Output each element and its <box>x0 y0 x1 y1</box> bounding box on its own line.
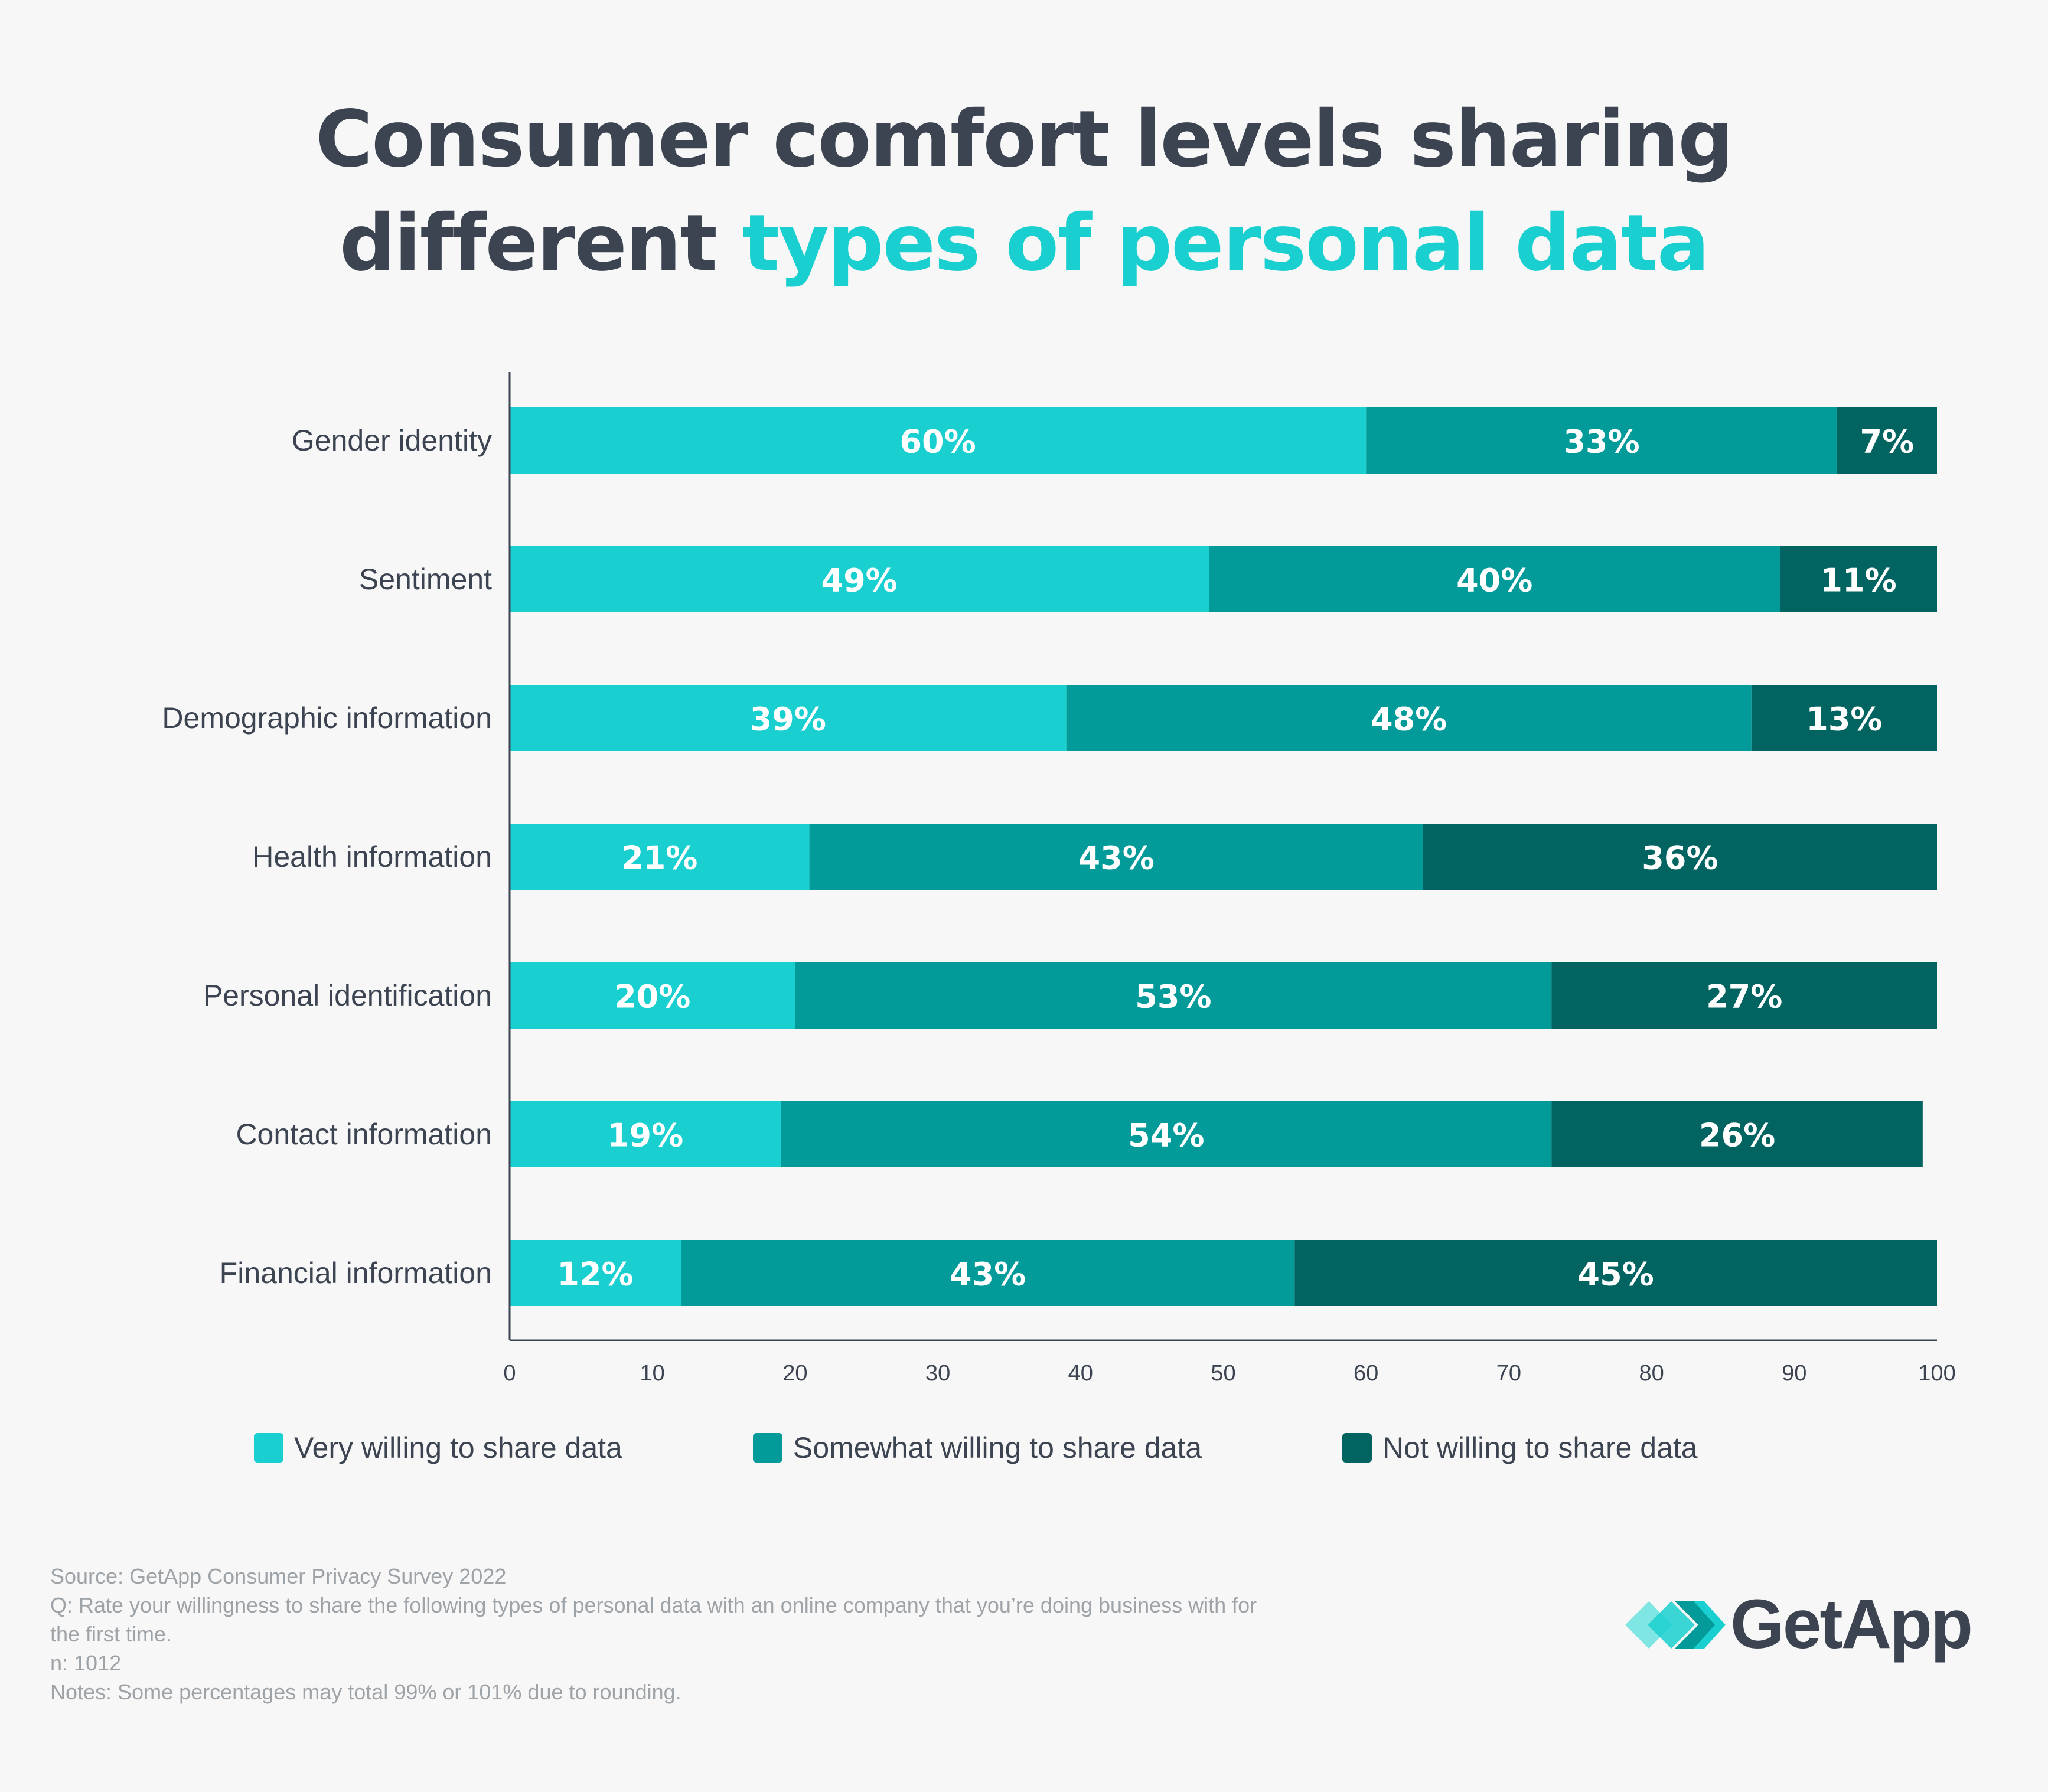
x-tick-label: 40 <box>1068 1361 1093 1386</box>
footnote-question-line-2: the first time. <box>50 1622 172 1646</box>
category-label: Sentiment <box>359 563 492 596</box>
data-label-not: 26% <box>1699 1117 1775 1154</box>
data-label-very: 39% <box>750 701 826 738</box>
legend-label-not: Not willing to share data <box>1382 1431 1698 1464</box>
data-label-somewhat: 54% <box>1128 1117 1204 1154</box>
x-tick-label: 60 <box>1354 1361 1378 1386</box>
data-label-very: 21% <box>621 840 697 877</box>
x-tick-label: 10 <box>640 1361 665 1386</box>
footnote-sample-size: n: 1012 <box>50 1651 122 1675</box>
data-label-not: 36% <box>1642 840 1718 877</box>
data-label-not: 27% <box>1706 978 1782 1016</box>
legend-item-not: Not willing to share data <box>1342 1429 1698 1467</box>
data-label-very: 60% <box>899 423 976 461</box>
chart-title: Consumer comfort levels sharing differen… <box>0 87 2048 295</box>
title-line-2-plain: different <box>340 198 742 289</box>
x-tick-label: 50 <box>1211 1361 1235 1386</box>
data-label-somewhat: 53% <box>1135 978 1211 1016</box>
legend-item-somewhat: Somewhat willing to share data <box>753 1429 1202 1467</box>
bar-segment-very <box>510 1240 681 1306</box>
x-tick-label: 100 <box>1918 1361 1955 1386</box>
category-label: Demographic information <box>162 701 492 735</box>
legend-swatch-somewhat <box>753 1433 782 1463</box>
bar-segment-very <box>510 1101 781 1167</box>
footnote-notes: Notes: Some percentages may total 99% or… <box>50 1680 681 1704</box>
data-label-not: 13% <box>1806 701 1882 738</box>
x-tick-label: 80 <box>1639 1361 1664 1386</box>
legend-label-somewhat: Somewhat willing to share data <box>793 1431 1202 1464</box>
bar-segment-not <box>1294 1240 1937 1306</box>
category-label: Contact information <box>236 1118 492 1151</box>
title-line-2-accent: types of personal data <box>742 198 1710 289</box>
category-label: Health information <box>252 840 492 873</box>
legend-label-very: Very willing to share data <box>294 1431 622 1464</box>
x-tick-label: 90 <box>1782 1361 1806 1386</box>
data-label-very: 49% <box>821 562 898 599</box>
legend-item-very: Very willing to share data <box>254 1429 622 1467</box>
x-tick-label: 0 <box>503 1361 516 1386</box>
bar-segment-not <box>1551 962 1937 1029</box>
data-label-very: 20% <box>614 978 690 1016</box>
data-label-very: 12% <box>557 1256 633 1293</box>
legend-swatch-not <box>1342 1433 1372 1463</box>
bar-segment-not <box>1551 1101 1923 1167</box>
x-tick-label: 30 <box>925 1361 950 1386</box>
x-tick-label: 70 <box>1496 1361 1521 1386</box>
bar-segment-very <box>510 962 795 1029</box>
legend-swatch-very <box>254 1433 283 1463</box>
data-label-somewhat: 48% <box>1371 701 1447 738</box>
category-label: Gender identity <box>292 424 492 457</box>
category-label: Financial information <box>220 1256 492 1290</box>
data-label-somewhat: 33% <box>1563 423 1639 461</box>
bar-segment-somewhat <box>1209 546 1780 612</box>
title-line-1: Consumer comfort levels sharing <box>315 94 1733 185</box>
x-tick-label: 20 <box>782 1361 807 1386</box>
data-label-not: 45% <box>1578 1256 1654 1293</box>
bar-segment-somewhat <box>809 824 1423 890</box>
legend: Very willing to share data Somewhat will… <box>254 1429 1789 1467</box>
getapp-wordmark: GetApp <box>1730 1585 1973 1663</box>
bar-segment-not <box>1780 546 1937 612</box>
footnote-question-line-1: Q: Rate your willingness to share the fo… <box>50 1593 1257 1617</box>
bar-segment-somewhat <box>1366 407 1837 474</box>
bar-segment-not <box>1751 685 1937 751</box>
bar-segment-very <box>510 685 1067 751</box>
footnote-source: Source: GetApp Consumer Privacy Survey 2… <box>50 1564 507 1588</box>
data-label-somewhat: 43% <box>950 1256 1026 1293</box>
bar-segment-somewhat <box>681 1240 1295 1306</box>
bar-segment-not <box>1837 407 1937 474</box>
bar-segment-very <box>510 546 1209 612</box>
bar-segment-not <box>1423 824 1937 890</box>
getapp-logo: GetApp <box>1625 1582 2003 1665</box>
bar-segment-very <box>510 407 1367 474</box>
footnotes: Source: GetApp Consumer Privacy Survey 2… <box>50 1562 1527 1706</box>
bar-segment-somewhat <box>1066 685 1752 751</box>
getapp-chevrons-icon <box>1625 1601 1726 1649</box>
bar-segment-somewhat <box>795 962 1552 1029</box>
title-line-2: different types of personal data <box>0 191 2048 295</box>
data-label-somewhat: 40% <box>1456 562 1532 599</box>
data-label-not: 11% <box>1820 562 1896 599</box>
data-label-somewhat: 43% <box>1078 840 1155 877</box>
bar-segment-somewhat <box>781 1101 1552 1167</box>
stacked-bar-chart: Gender identity 60% 33% 7% Sentiment 49% 40% 11… <box>162 372 1956 1386</box>
bar-segment-very <box>510 824 810 890</box>
data-label-not: 7% <box>1860 423 1915 461</box>
data-label-very: 19% <box>607 1117 683 1154</box>
category-label: Personal identification <box>203 979 492 1012</box>
